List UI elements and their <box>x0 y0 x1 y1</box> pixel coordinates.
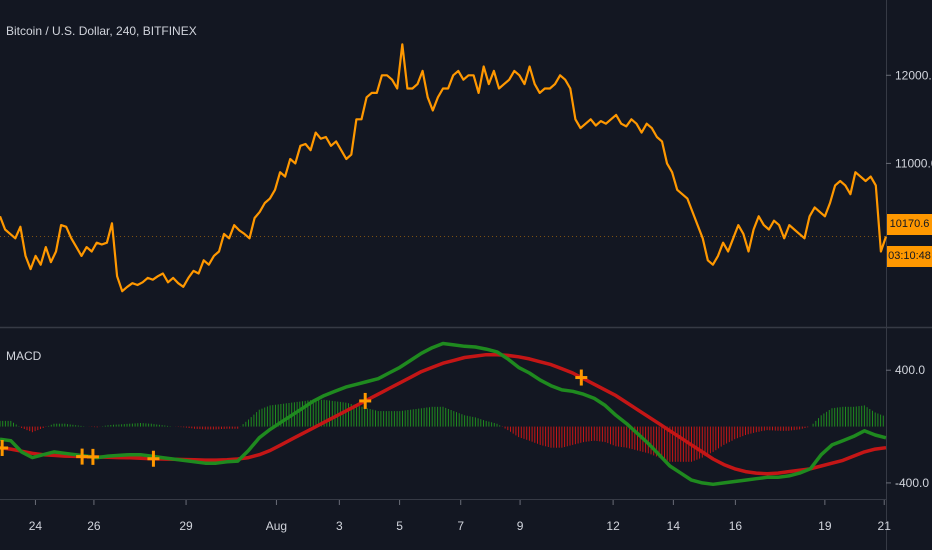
y-tick-label-1-1: -400.0 <box>895 476 929 490</box>
x-tick-label: 5 <box>396 519 403 533</box>
x-tick-label: 16 <box>729 519 743 533</box>
x-tick-label: 26 <box>87 519 101 533</box>
y-tick-label-0-1: 11000.0 <box>895 156 932 170</box>
x-tick-label: 14 <box>667 519 681 533</box>
cross-marker <box>359 392 372 409</box>
x-tick-label: 7 <box>457 519 464 533</box>
x-tick-label: Aug <box>266 519 287 533</box>
cross-marker <box>0 439 9 456</box>
cross-marker <box>86 448 99 465</box>
cross-marker <box>575 369 588 386</box>
y-tick-label-1-0: 400.0 <box>895 363 925 377</box>
histogram-group <box>0 399 884 462</box>
x-tick-label: 29 <box>179 519 193 533</box>
countdown-badge: 03:10:48 <box>887 246 932 267</box>
y-tick-label-0-0: 12000.0 <box>895 68 932 82</box>
chart-title: Bitcoin / U.S. Dollar, 240, BITFINEX <box>6 24 197 38</box>
price-line <box>0 43 888 293</box>
last-price-badge: 10170.6 <box>887 214 932 235</box>
x-tick-label: 3 <box>336 519 343 533</box>
macd-line <box>0 341 887 487</box>
x-tick-label: 12 <box>606 519 620 533</box>
cross-marker <box>147 450 160 467</box>
macd-indicator-label[interactable]: MACD <box>6 349 42 363</box>
x-tick-label: 21 <box>878 519 892 533</box>
x-tick-label: 9 <box>517 519 524 533</box>
cross-marker <box>76 448 89 465</box>
x-tick-label: 24 <box>29 519 43 533</box>
x-tick-label: 19 <box>818 519 832 533</box>
